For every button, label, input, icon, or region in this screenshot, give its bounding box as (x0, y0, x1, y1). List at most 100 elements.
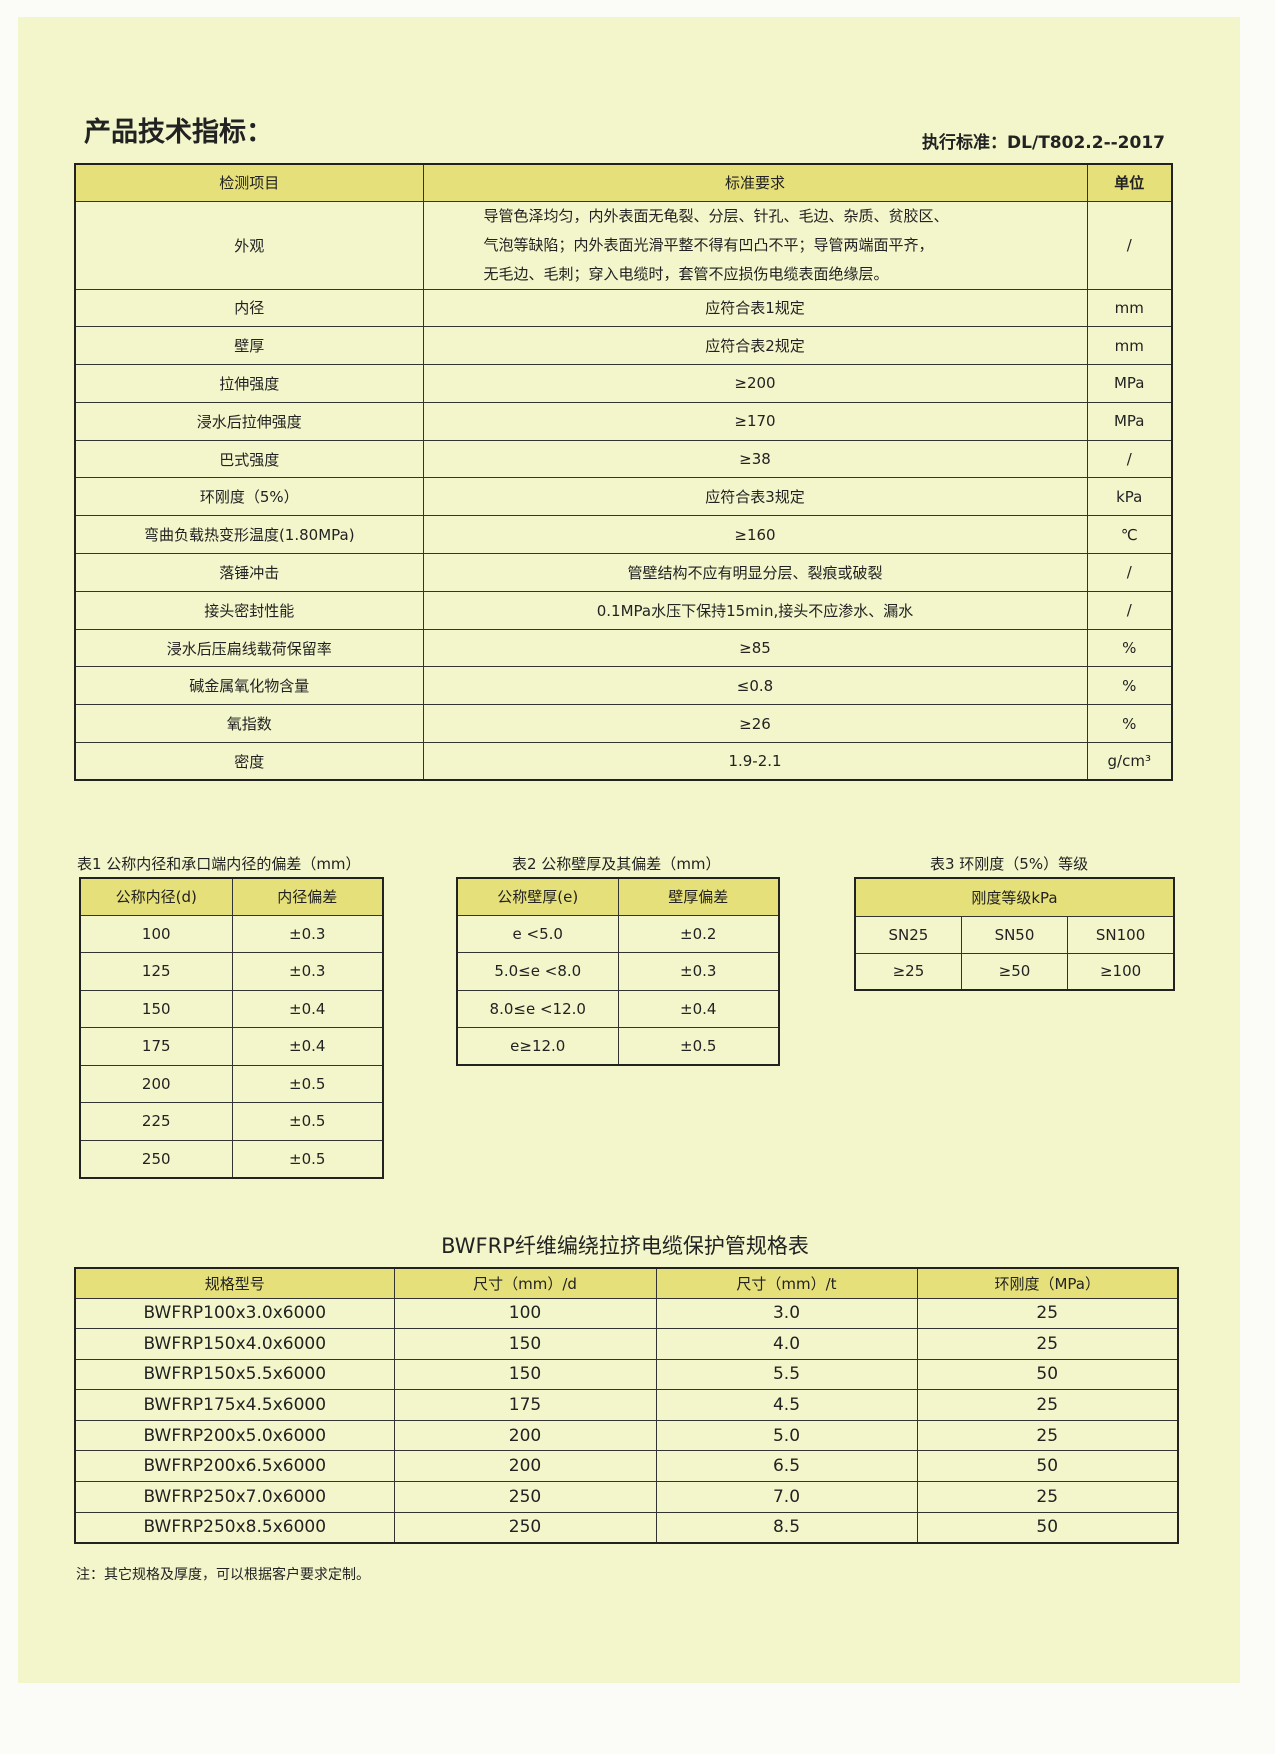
table-cell: BWFRP175x4.5x6000 (74, 1389, 395, 1421)
table-cell: ±0.2 (617, 914, 780, 953)
table-cell: ≥38 (422, 439, 1088, 479)
table-cell: 6.5 (655, 1450, 918, 1483)
table-cell: ≥200 (422, 364, 1088, 403)
table-row: 碱金属氧化物含量 ≤0.8% (74, 666, 1173, 706)
table-cell: BWFRP250x8.5x6000 (74, 1511, 395, 1544)
table-cell: 25 (916, 1328, 1179, 1360)
table-cell: 175 (393, 1389, 657, 1421)
table3-caption: 表3 环刚度（5%）等级 (930, 855, 1089, 873)
table-row: 外观 导管色泽均匀，内外表面无龟裂、分层、针孔、毛边、杂质、贫胶区、 气泡等缺陷；… (74, 200, 1173, 290)
table2-caption: 表2 公称壁厚及其偏差（mm） (512, 855, 721, 873)
page-title: 产品技术指标： (84, 117, 273, 148)
table-cell: mm (1086, 288, 1173, 328)
table-row: e≥12.0 ±0.5 (456, 1027, 780, 1066)
table-cell: 氧指数 (74, 704, 424, 744)
table-row: 125 ±0.3 (79, 952, 384, 991)
table-cell: ±0.3 (231, 952, 384, 991)
standard-label: 执行标准：DL/T802.2--2017 (922, 133, 1165, 153)
table-cell: 250 (393, 1481, 657, 1513)
table-row: 氧指数 ≥26% (74, 704, 1173, 744)
table-cell: ±0.5 (231, 1064, 384, 1103)
table-cell: 壁厚 (74, 326, 424, 366)
table-cell: % (1086, 666, 1173, 706)
table-cell: 5.0≤e <8.0 (456, 952, 619, 991)
table1: 公称内径(d) 内径偏差 100 ±0.3 125 ±0.3 150 ±0.4 175 ±0.4… (79, 877, 384, 1179)
table-row: 浸水后拉伸强度 ≥170 MPa (74, 401, 1173, 441)
table-row: 弯曲负载热变形温度(1.80MPa) ≥160 ℃ (74, 515, 1173, 555)
table-cell: e≥12.0 (456, 1027, 619, 1066)
table-cell: 碱金属氧化物含量 (74, 666, 424, 706)
table-cell: ±0.4 (231, 989, 384, 1028)
table-row: e <5.0 ±0.2 (456, 914, 780, 953)
table-cell: 密度 (74, 742, 424, 781)
table-cell: 3.0 (655, 1297, 918, 1330)
table-cell: BWFRP150x5.5x6000 (74, 1358, 395, 1391)
table-cell: ≥160 (422, 515, 1088, 555)
header-requirement: 标准要求 (422, 163, 1088, 202)
table-cell: 0.1MPa水压下保持15min,接头不应渗水、漏水 (422, 590, 1088, 630)
table-cell: 200 (393, 1419, 657, 1452)
table-cell: ℃ (1086, 515, 1173, 555)
table-cell: g/cm³ (1086, 742, 1173, 781)
table-cell: 100 (79, 914, 233, 953)
table-cell: BWFRP200x5.0x6000 (74, 1419, 395, 1452)
table-cell: 拉伸强度 (74, 364, 424, 403)
table-cell: 100 (393, 1297, 657, 1330)
table-cell: 8.5 (655, 1511, 918, 1544)
table-cell: % (1086, 704, 1173, 744)
table-row: 环刚度（5%） 应符合表3规定 kPa (74, 477, 1173, 517)
table-cell: % (1086, 628, 1173, 668)
technical-spec-table: 检测项目 标准要求 单位 外观 导管色泽均匀，内外表面无龟裂、分层、针孔、毛边、… (74, 163, 1173, 782)
table-row: 内径 应符合表1规定 mm (74, 288, 1173, 328)
table-row: BWFRP250x8.5x6000 250 8.5 50 (74, 1511, 1179, 1544)
spec-table: 规格型号 尺寸（mm）/d 尺寸（mm）/t 环刚度（MPa） BWFRP100x3.… (74, 1267, 1179, 1544)
spec-table-title: BWFRP纤维编绕拉挤电缆保护管规格表 (441, 1234, 809, 1258)
table-cell: ±0.5 (231, 1139, 384, 1178)
table-row: 225 ±0.5 (79, 1102, 384, 1141)
header-item: 检测项目 (74, 163, 424, 202)
table-cell: 50 (916, 1358, 1179, 1391)
table-cell: 25 (916, 1297, 1179, 1330)
table-row: BWFRP175x4.5x6000 175 4.5 25 (74, 1389, 1179, 1421)
table-cell: e <5.0 (456, 914, 619, 953)
table-row: 250 ±0.5 (79, 1139, 384, 1178)
table-cell: MPa (1086, 401, 1173, 441)
table-row: 浸水后压扁线载荷保留率 ≥85% (74, 628, 1173, 668)
table-cell: 弯曲负载热变形温度(1.80MPa) (74, 515, 424, 555)
table3: 刚度等级kPa SN25 SN50 SN100 ≥25 ≥50 ≥100 (854, 877, 1175, 991)
table-cell: 50 (916, 1450, 1179, 1483)
table-cell: 1.9-2.1 (422, 742, 1088, 781)
table-row: BWFRP150x5.5x6000 150 5.5 50 (74, 1358, 1179, 1391)
table-row: BWFRP250x7.0x6000 250 7.0 25 (74, 1481, 1179, 1513)
table-row: 175 ±0.4 (79, 1027, 384, 1066)
table-cell: ≥85 (422, 628, 1088, 668)
table-cell: 25 (916, 1419, 1179, 1452)
table-row: BWFRP200x6.5x6000 200 6.5 50 (74, 1450, 1179, 1483)
table-cell: ±0.4 (617, 989, 780, 1028)
table-cell: ±0.3 (617, 952, 780, 991)
table-cell: 125 (79, 952, 233, 991)
table-row: 拉伸强度 ≥200 MPa (74, 364, 1173, 403)
table-cell: 175 (79, 1027, 233, 1066)
table-cell: 环刚度（5%） (74, 477, 424, 517)
table-row: 巴式强度 ≥38/ (74, 439, 1173, 479)
table-cell: 50 (916, 1511, 1179, 1544)
table-row: 5.0≤e <8.0 ±0.3 (456, 952, 780, 991)
table-cell: 225 (79, 1102, 233, 1141)
table-row: 100 ±0.3 (79, 914, 384, 953)
table-cell: / (1086, 553, 1173, 592)
table-row: 密度 1.9-2.1 g/cm³ (74, 742, 1173, 781)
table-cell: 8.0≤e <12.0 (456, 989, 619, 1028)
table-cell: ≥170 (422, 401, 1088, 441)
table-cell: BWFRP100x3.0x6000 (74, 1297, 395, 1330)
table-cell: 5.5 (655, 1358, 918, 1391)
table-row: 150 ±0.4 (79, 989, 384, 1028)
table-row: 壁厚 应符合表2规定 mm (74, 326, 1173, 366)
table-row: 200 ±0.5 (79, 1064, 384, 1103)
table-cell: ≥26 (422, 704, 1088, 744)
table-cell: BWFRP150x4.0x6000 (74, 1328, 395, 1360)
table1-caption: 表1 公称内径和承口端内径的偏差（mm） (77, 855, 361, 873)
table-cell: 4.5 (655, 1389, 918, 1421)
table-row: BWFRP200x5.0x6000 200 5.0 25 (74, 1419, 1179, 1452)
footnote: 注：其它规格及厚度，可以根据客户要求定制。 (76, 1567, 370, 1583)
